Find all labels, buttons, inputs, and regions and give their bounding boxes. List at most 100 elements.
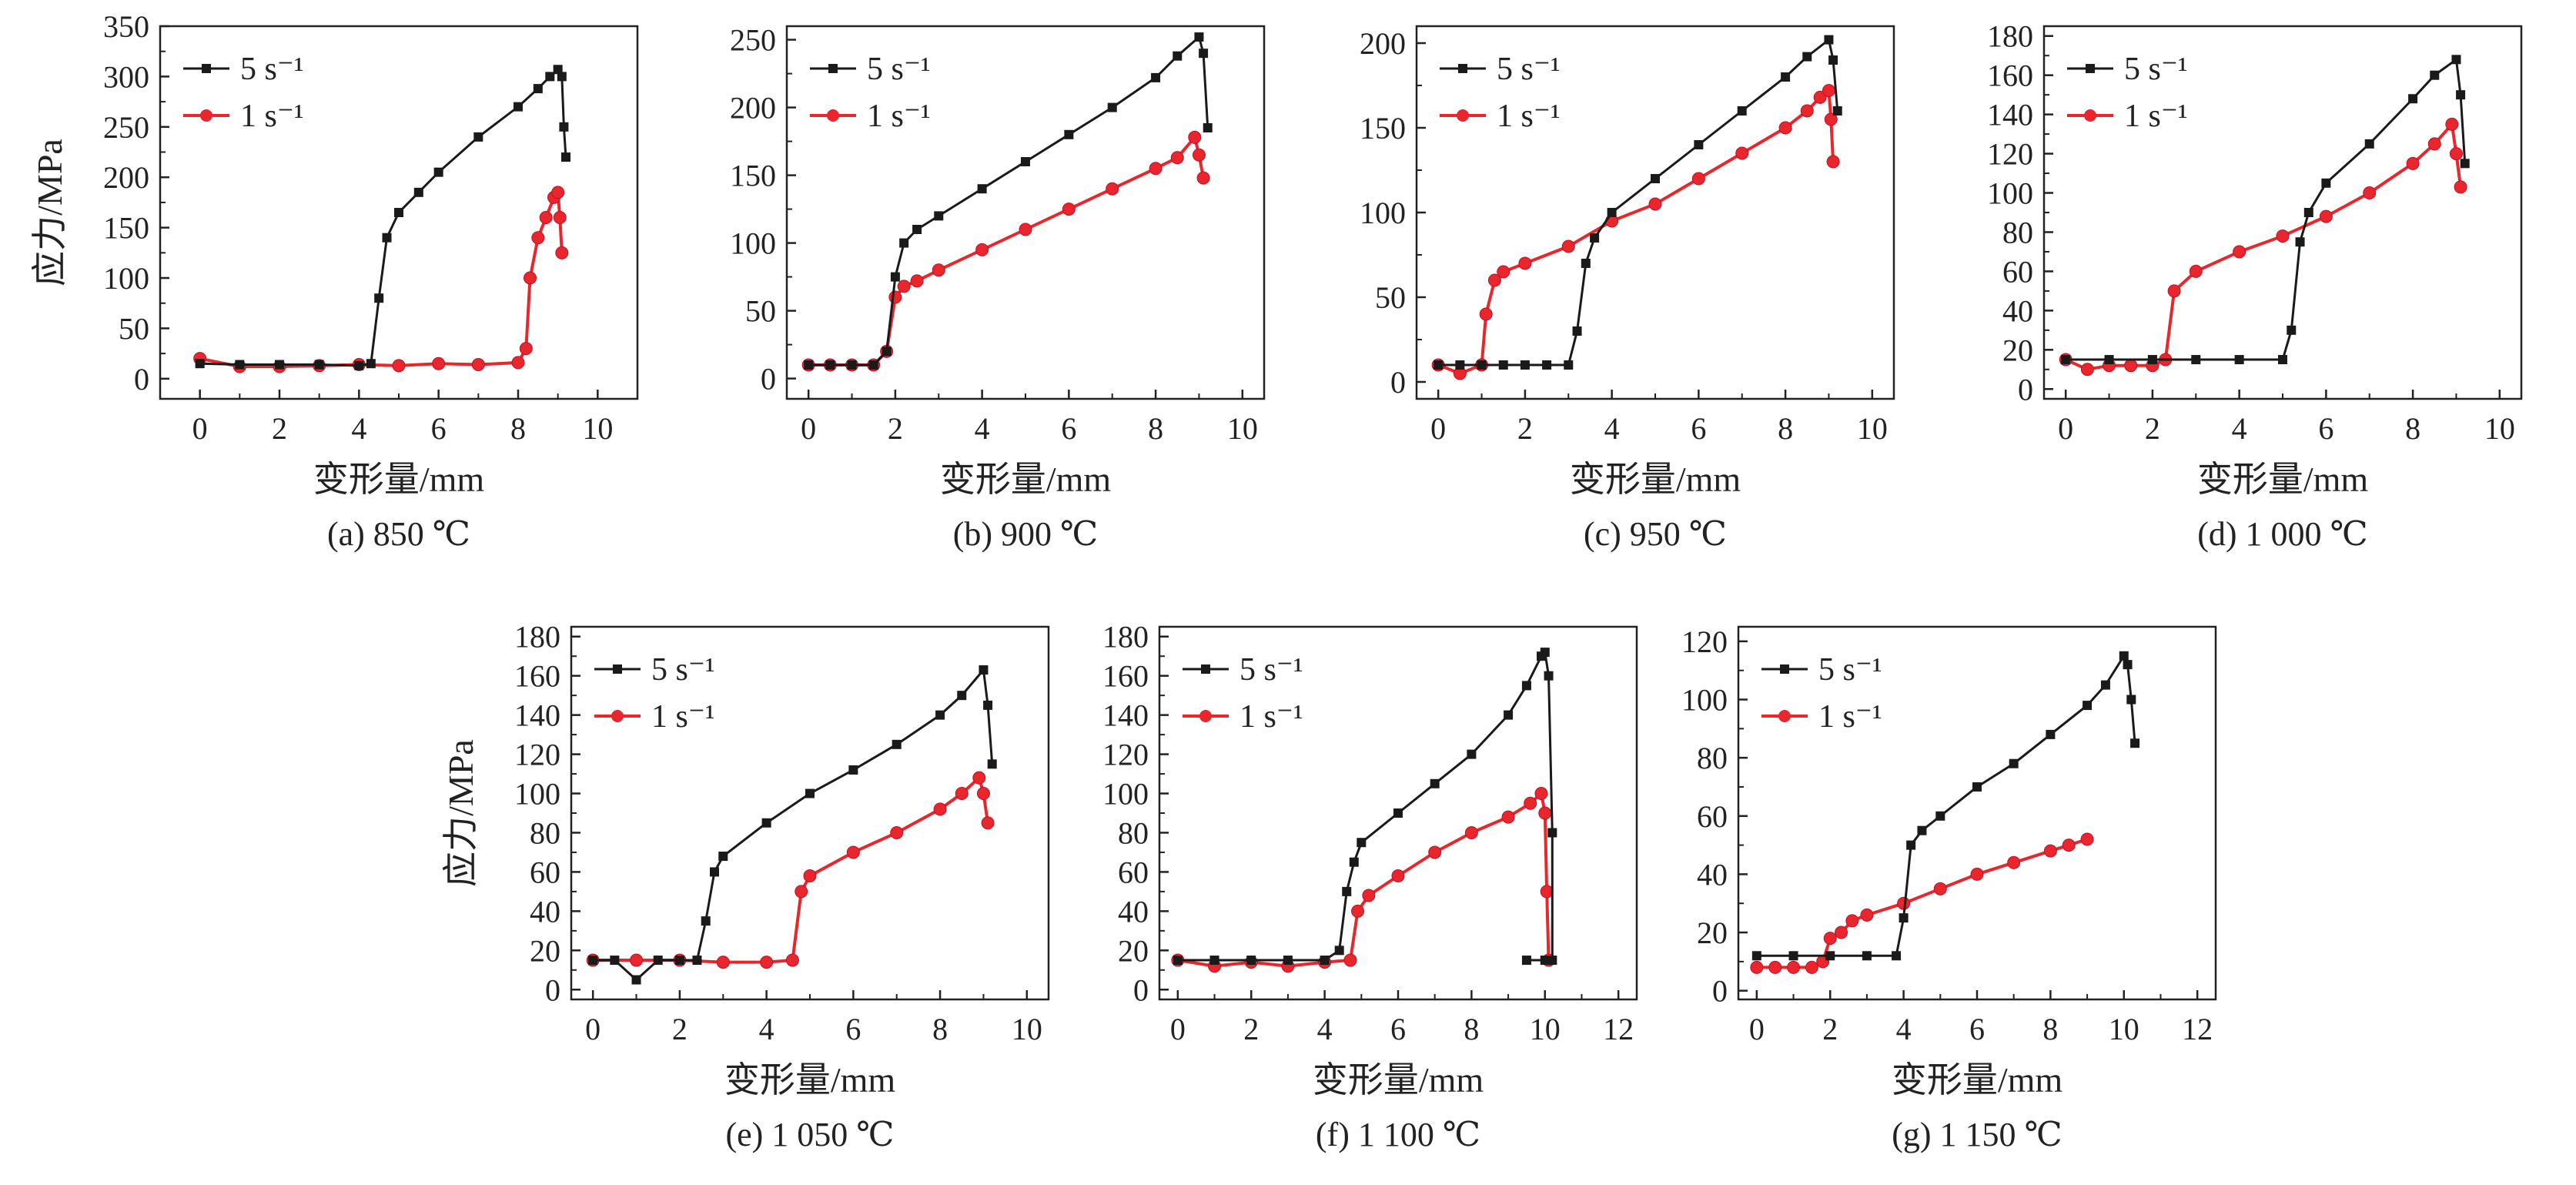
- data-point-5s: [2061, 355, 2071, 365]
- x-tick-label: 2: [672, 1012, 687, 1046]
- data-point-5s: [1540, 956, 1550, 966]
- x-tick-label: 0: [192, 411, 208, 446]
- y-tick-label: 200: [730, 91, 776, 126]
- series-line-1s: [1756, 838, 2088, 969]
- data-point-5s: [761, 818, 771, 828]
- data-point-1s: [1106, 182, 1119, 196]
- y-tick-label: 120: [1987, 137, 2033, 172]
- x-tick-label: 4: [1896, 1012, 1912, 1046]
- legend: 5 s⁻¹ 1 s⁻¹: [594, 652, 715, 735]
- data-point-1s: [1170, 151, 1184, 165]
- data-point-5s: [382, 233, 392, 243]
- y-tick-label: 160: [1987, 59, 2033, 93]
- data-point-5s: [1590, 233, 1600, 243]
- data-point-5s: [1540, 648, 1550, 658]
- x-tick-label: 8: [2405, 411, 2420, 446]
- plot-area: [1750, 651, 2140, 974]
- data-point-5s: [1825, 951, 1835, 961]
- y-tick-label: 40: [1697, 857, 1728, 892]
- y-tick-label: 100: [103, 261, 149, 296]
- data-point-5s: [935, 710, 945, 720]
- data-point-5s: [1832, 106, 1842, 115]
- plot-area: [801, 32, 1213, 372]
- data-point-1s: [2427, 137, 2441, 151]
- x-tick-label: 0: [1749, 1012, 1765, 1046]
- series-line-1s: [1177, 790, 1551, 968]
- data-point-5s: [1194, 32, 1204, 42]
- data-point-5s: [195, 359, 205, 369]
- y-tick-label: 180: [1987, 19, 2033, 54]
- y-tick-label: 300: [103, 59, 149, 94]
- data-point-5s: [514, 102, 523, 112]
- data-point-5s: [1342, 886, 1352, 896]
- data-point-5s: [2104, 355, 2114, 365]
- data-point-5s: [1283, 956, 1293, 966]
- x-tick-label: 10: [582, 411, 613, 446]
- data-point-5s: [1209, 956, 1219, 966]
- data-point-5s: [1651, 174, 1660, 183]
- data-point-1s: [2276, 229, 2290, 243]
- data-point-5s: [1430, 778, 1440, 788]
- x-tick-label: 0: [1170, 1012, 1186, 1046]
- y-tick-label: 80: [530, 815, 560, 850]
- x-tick-label: 6: [845, 1012, 861, 1046]
- data-point-5s: [2303, 208, 2313, 217]
- data-point-1s: [555, 246, 569, 259]
- legend-marker-5s: [1201, 664, 1210, 674]
- data-point-1s: [1538, 806, 1552, 820]
- data-point-1s: [2233, 245, 2246, 259]
- x-tick-label: 8: [510, 411, 526, 446]
- data-point-5s: [979, 665, 989, 675]
- x-tick-label: 8: [932, 1012, 948, 1046]
- data-point-5s: [1802, 52, 1812, 62]
- data-point-5s: [366, 359, 376, 369]
- legend: 5 s⁻¹ 1 s⁻¹: [810, 52, 931, 134]
- data-point-5s: [1781, 72, 1791, 82]
- data-point-1s: [1391, 869, 1405, 883]
- data-point-5s: [557, 72, 567, 82]
- data-point-5s: [314, 360, 324, 370]
- data-point-1s: [2167, 284, 2181, 298]
- legend-label-5s: 5 s⁻¹: [1818, 652, 1882, 688]
- panel-caption: (g) 1 150 ℃: [1892, 1116, 2062, 1153]
- x-tick-label: 2: [272, 411, 287, 446]
- data-point-1s: [1648, 197, 1662, 211]
- legend-marker-1s: [1778, 710, 1791, 722]
- data-point-5s: [1320, 956, 1330, 966]
- data-point-5s: [847, 360, 857, 370]
- y-tick-label: 80: [2002, 215, 2033, 249]
- plot-frame: [570, 625, 1050, 1001]
- data-point-1s: [760, 956, 774, 969]
- plot-area: [586, 665, 997, 985]
- data-point-5s: [2083, 701, 2093, 711]
- data-point-1s: [1778, 121, 1792, 135]
- x-tick-label: 0: [1430, 411, 1446, 446]
- data-point-5s: [1694, 140, 1704, 149]
- y-tick-label: 140: [1987, 98, 2033, 132]
- data-point-5s: [1064, 129, 1074, 139]
- y-tick-label: 0: [134, 362, 149, 397]
- data-point-5s: [804, 360, 814, 370]
- data-point-1s: [795, 885, 808, 899]
- data-point-1s: [1787, 960, 1801, 974]
- legend-marker-1s: [200, 109, 212, 122]
- data-point-5s: [1021, 157, 1030, 166]
- data-point-5s: [848, 765, 858, 775]
- y-axis-label: 应力/MPa: [30, 139, 69, 286]
- y-tick-label: 0: [761, 362, 776, 397]
- legend-label-1s: 1 s⁻¹: [1497, 99, 1561, 134]
- x-tick-label: 2: [1517, 411, 1533, 446]
- x-axis-label: 变形量/mm: [1313, 1060, 1484, 1100]
- data-point-1s: [955, 787, 969, 801]
- data-point-1s: [2445, 117, 2459, 131]
- series-line-5s: [2066, 57, 2467, 361]
- data-point-5s: [1544, 671, 1554, 681]
- data-point-5s: [718, 852, 728, 862]
- data-point-1s: [1835, 926, 1848, 939]
- data-point-5s: [1521, 956, 1531, 966]
- data-point-1s: [2007, 855, 2021, 869]
- y-tick-label: 150: [730, 159, 776, 193]
- legend-label-1s: 1 s⁻¹: [2124, 99, 2188, 134]
- data-point-5s: [2460, 159, 2470, 169]
